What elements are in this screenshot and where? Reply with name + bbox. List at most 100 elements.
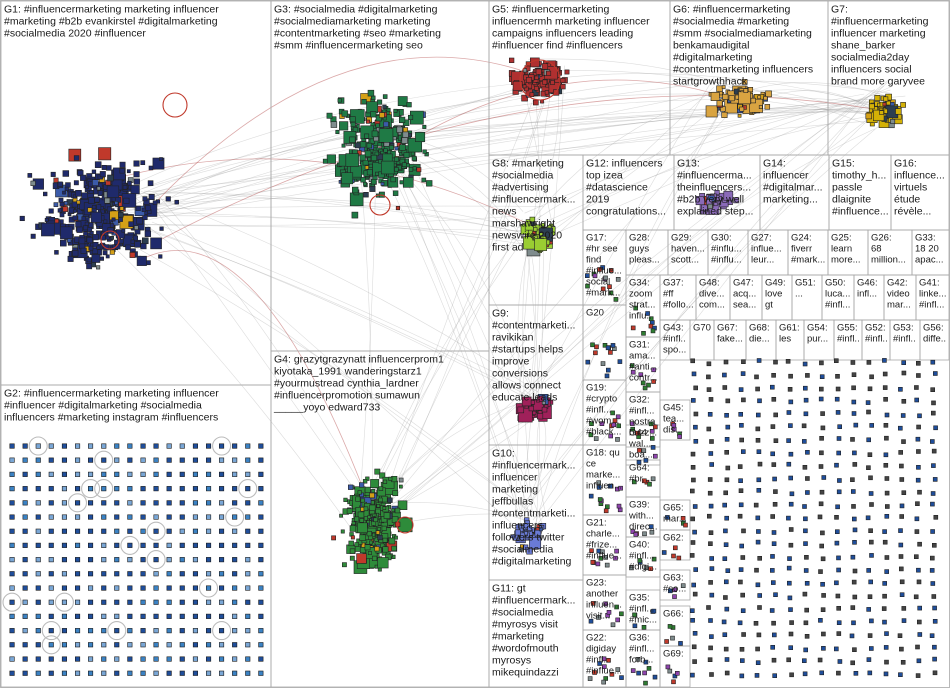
node-g2 — [61, 599, 68, 605]
cluster-label-g19: G19: #crypto #infl... #wom... #black... — [586, 383, 621, 438]
node-small-group — [801, 439, 807, 444]
node-small-group — [882, 619, 887, 625]
node-small-group — [754, 673, 760, 678]
cluster-label-g48: G48: dive... com... — [699, 278, 725, 311]
node-g23 — [596, 615, 601, 620]
node-g3 — [364, 133, 370, 139]
node-g3 — [403, 152, 410, 159]
node-small-group — [787, 595, 793, 601]
edge-line — [374, 91, 750, 522]
node-g2 — [127, 628, 133, 634]
node-g1 — [86, 263, 93, 270]
node-small-group — [930, 387, 936, 393]
node-g36 — [652, 674, 658, 680]
cluster-label-line: G48: — [699, 278, 720, 289]
cluster-label-line: buzz... — [629, 428, 657, 439]
cluster-label-line: campaigns influencers leading — [492, 28, 633, 40]
edge-line — [368, 85, 884, 507]
node-g2 — [166, 656, 172, 662]
node-g2 — [153, 670, 159, 676]
node-g2 — [258, 486, 264, 492]
node-small-group — [849, 633, 855, 639]
cluster-label-line: #socialmedia — [492, 544, 553, 556]
node-g63 — [667, 588, 673, 594]
node-small-group — [785, 358, 791, 364]
cluster-label-line: G13: — [677, 158, 700, 170]
node-small-group — [867, 386, 873, 392]
edge-line — [375, 99, 738, 143]
node-g18 — [618, 485, 623, 491]
node-small-group — [821, 645, 826, 651]
cluster-label-line: #infl... — [919, 300, 944, 311]
node-g6 — [765, 90, 772, 98]
node-g1 — [50, 171, 56, 177]
node-g2 — [232, 585, 238, 591]
node-small-group — [914, 385, 919, 390]
node-small-group — [818, 386, 824, 392]
node-small-group — [805, 476, 810, 481]
cluster-label-line: love — [765, 289, 782, 300]
node-small-group — [708, 541, 713, 547]
node-g2 — [127, 656, 133, 662]
node-g2 — [35, 585, 41, 591]
node-g2 — [101, 670, 107, 676]
node-g2 — [101, 628, 107, 634]
node-g13 — [714, 190, 720, 196]
node-small-group — [898, 450, 904, 455]
node-g2 — [245, 613, 251, 619]
node-g2 — [166, 599, 172, 605]
node-g3 — [359, 141, 367, 148]
node-g2 — [258, 670, 264, 676]
node-g2 — [75, 656, 81, 662]
node-g1 — [59, 212, 65, 218]
node-small-group — [755, 386, 760, 392]
node-g21 — [598, 555, 604, 561]
node-g2 — [179, 457, 185, 463]
node-small-group — [723, 359, 729, 365]
cluster-label-line: G22: — [586, 633, 607, 644]
cluster-label-line: jeffbullas — [491, 496, 533, 508]
node-g6 — [722, 93, 729, 100]
node-g1 — [140, 243, 147, 250]
node-g2 — [179, 599, 185, 605]
node-g2 — [245, 642, 251, 648]
node-g1 — [80, 174, 87, 181]
node-g4 — [339, 513, 343, 518]
node-small-group — [834, 514, 839, 520]
node-g3 — [388, 145, 394, 151]
cluster-label-g15: G15: timothy_h... passle dlaignite #influenc… — [832, 158, 889, 218]
node-g2 — [127, 613, 133, 619]
node-small-group — [899, 646, 904, 652]
node-small-group — [821, 631, 826, 637]
node-g2 — [101, 514, 107, 520]
node-small-group — [836, 631, 842, 636]
node-g3 — [399, 144, 406, 151]
node-g4 — [354, 542, 359, 547]
node-g1 — [60, 226, 73, 240]
node-small-group — [917, 489, 922, 495]
node-small-group — [898, 528, 903, 533]
node-g2 — [88, 642, 94, 648]
edge-line — [101, 103, 872, 228]
cluster-label-line: #infl... — [586, 405, 611, 416]
node-g13 — [713, 202, 718, 207]
node-g1 — [73, 180, 79, 186]
node-g3 — [382, 94, 388, 99]
node-g2 — [101, 585, 107, 591]
cluster-label-line: #influencer #digitalmarketing #socialmed… — [4, 400, 202, 412]
node-small-group — [884, 412, 890, 418]
node-g21 — [595, 561, 601, 567]
node-g3 — [394, 146, 399, 151]
node-g3 — [394, 167, 399, 172]
node-g20 — [605, 367, 611, 373]
node-small-group — [739, 543, 745, 549]
node-small-group — [866, 360, 872, 365]
cluster-label-line: #infl... — [586, 655, 611, 666]
cluster-label-line: die... — [749, 334, 770, 345]
node-small-group — [929, 555, 935, 561]
node-g5 — [508, 57, 515, 63]
edge-line — [374, 102, 890, 531]
node-small-group — [691, 371, 697, 377]
node-g2 — [166, 486, 172, 492]
node-g36 — [646, 666, 652, 671]
